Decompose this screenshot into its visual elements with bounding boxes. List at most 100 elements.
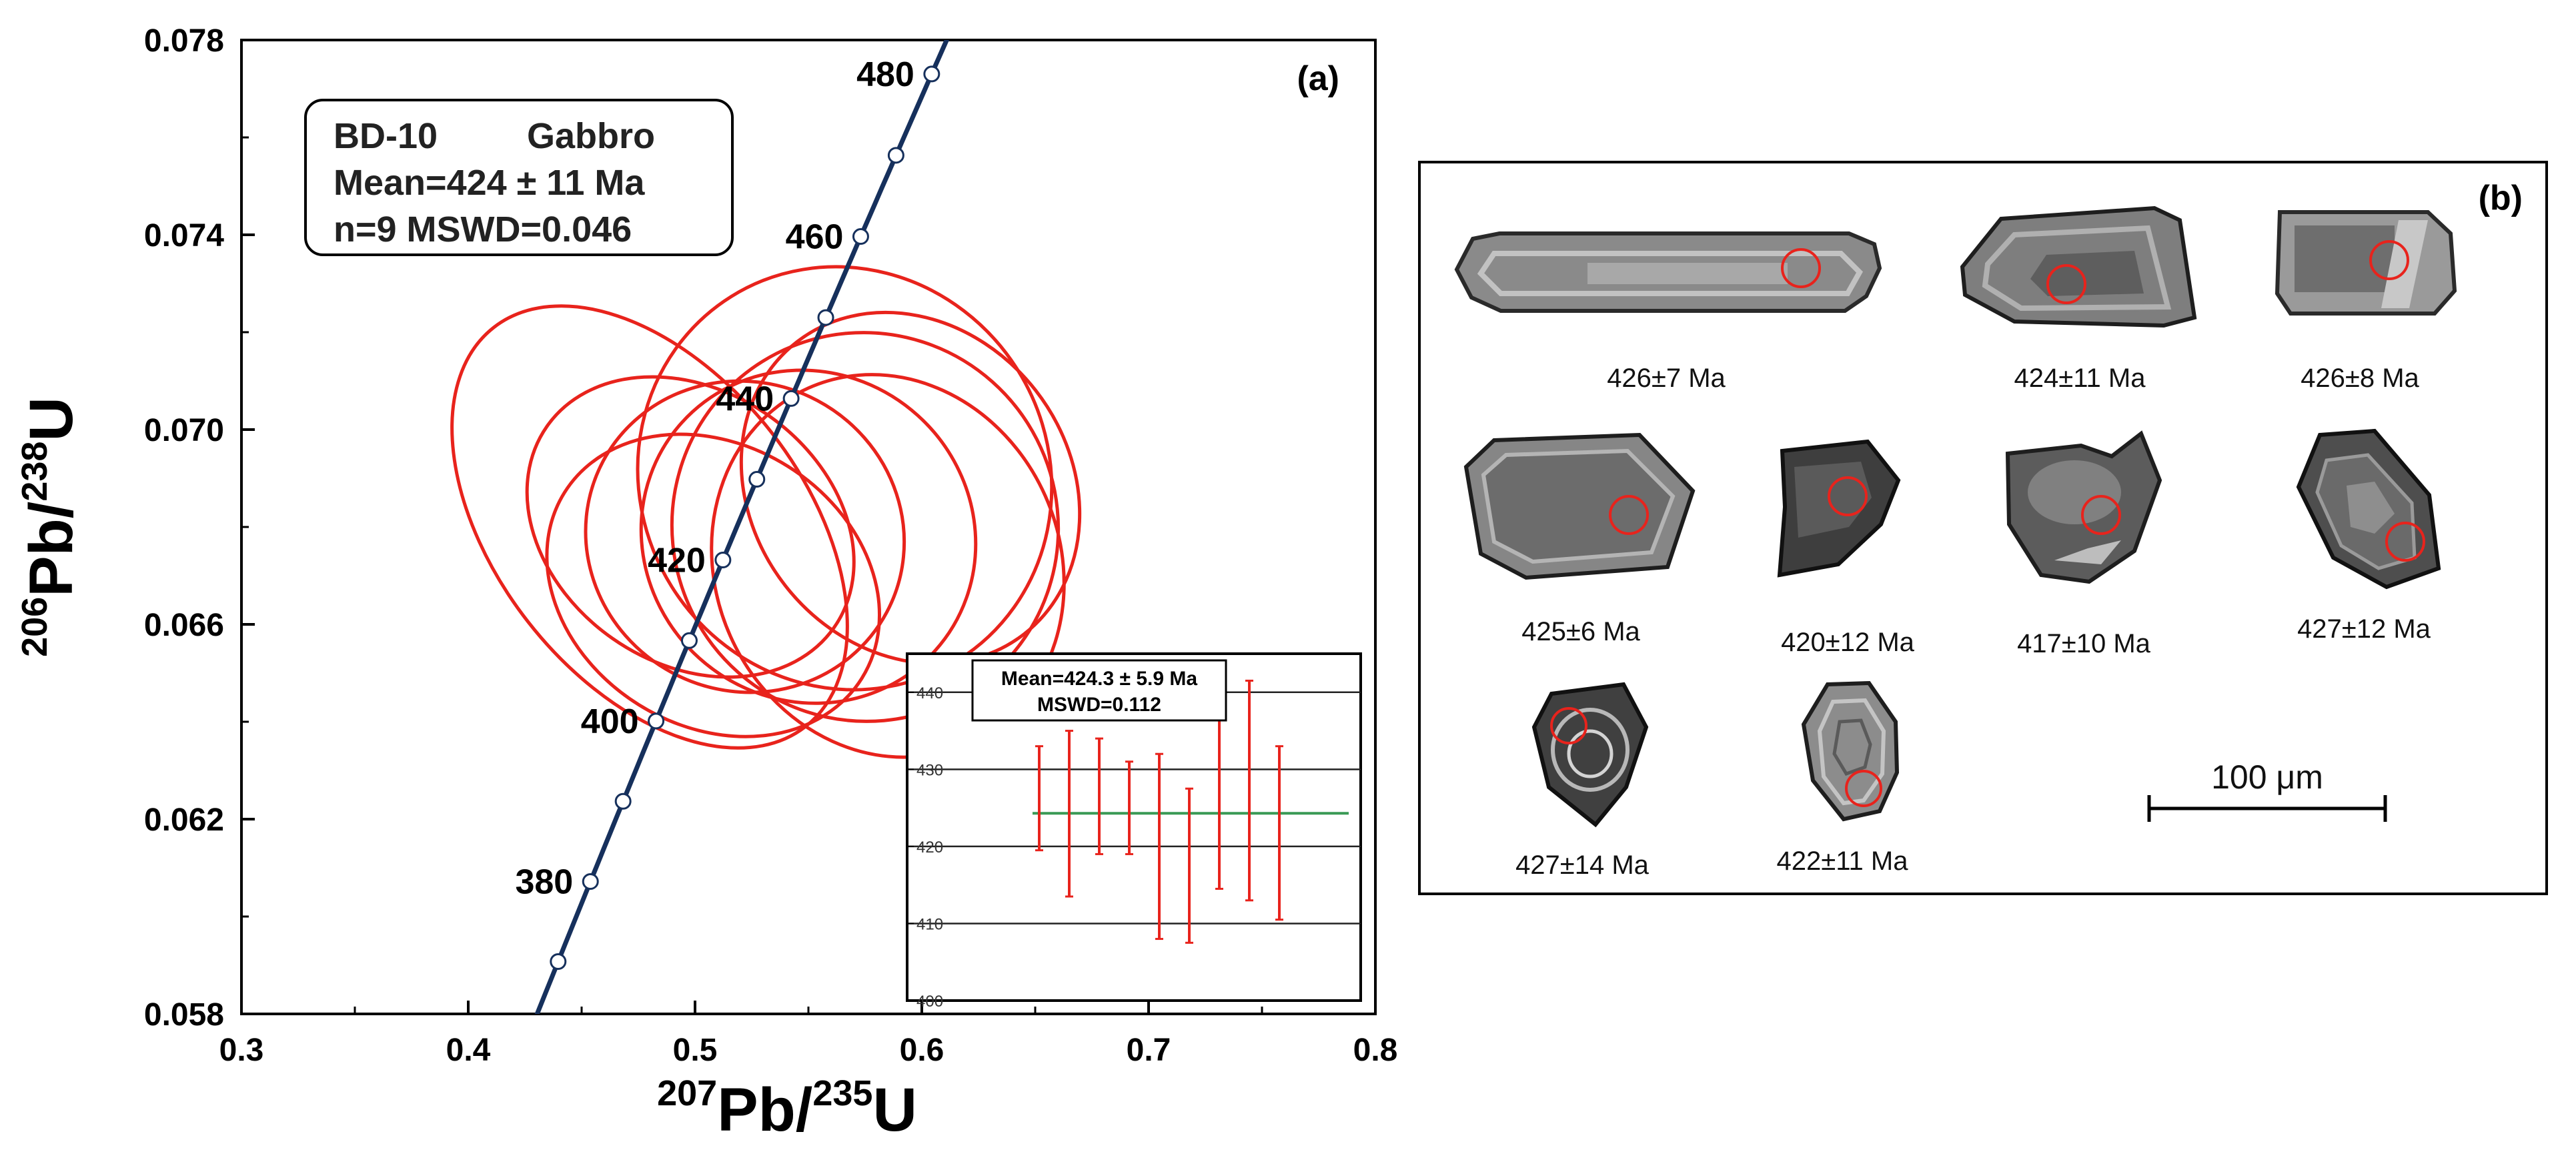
zircon-grain-9: 422±11 Ma — [1777, 680, 1908, 876]
y-tick-label: 0.070 — [144, 413, 224, 448]
inset-y-tick-label: 440 — [916, 684, 943, 702]
zircon-grain-8: 427±14 Ma — [1515, 682, 1650, 880]
grain-1-age: 426±7 Ma — [1607, 364, 1726, 393]
grain-9-zoning-outer — [1817, 698, 1886, 806]
error-ellipse — [639, 368, 978, 705]
sample-id: BD-10 — [334, 116, 438, 156]
zircon-grain-5: 420±12 Ma — [1777, 439, 1915, 657]
y-tick-label: 0.078 — [144, 23, 224, 59]
concordia-marker — [714, 552, 732, 569]
concordia-marker — [887, 147, 904, 164]
concordia-age-label: 460 — [786, 218, 844, 257]
concordia-age-label: 400 — [581, 702, 639, 741]
y-tick-label: 0.062 — [144, 802, 224, 838]
concordia-marker — [582, 873, 599, 890]
concordia-age-label: 480 — [856, 55, 914, 94]
grain-6-age: 417±10 Ma — [2017, 629, 2151, 658]
grain-6-band — [2054, 540, 2121, 564]
rock-type: Gabbro — [527, 116, 655, 156]
grain-3-age: 426±8 Ma — [2301, 364, 2419, 393]
grain-3-core — [2295, 225, 2395, 292]
inset-mean: Mean=424.3 ± 5.9 Ma — [1001, 668, 1197, 690]
grain-4-age: 425±6 Ma — [1521, 617, 1640, 646]
grain-1-spot — [1781, 248, 1821, 288]
error-ellipse — [545, 432, 881, 738]
grain-7-age: 427±12 Ma — [2297, 614, 2431, 644]
grain-4-spot — [1609, 495, 1649, 535]
grain-8-ring-inner — [1567, 729, 1614, 778]
concordia-age-label: 420 — [648, 542, 706, 580]
inset-y-tick-label: 420 — [916, 838, 943, 856]
y-tick-label: 0.074 — [144, 218, 224, 253]
sample-info-frame — [304, 99, 734, 256]
scale-bar: 100 μm — [2147, 758, 2387, 822]
x-axis-title-sup2: 235 — [812, 1073, 872, 1113]
error-ellipse — [584, 379, 906, 694]
concordia-marker — [923, 65, 940, 83]
grain-8-age: 427±14 Ma — [1515, 850, 1650, 880]
grain-5-spot — [1828, 476, 1868, 516]
grain-8-shape — [1531, 682, 1649, 828]
grain-5-age: 420±12 Ma — [1781, 628, 1915, 657]
y-axis: 0.058 0.062 0.066 0.070 0.074 0.078 — [144, 23, 255, 1033]
y-tick-label: 0.058 — [144, 997, 224, 1033]
concordia-age-labels: 380 400 420 440 460 480 — [515, 55, 914, 902]
grain-8-ring-outer — [1551, 708, 1630, 792]
inset-y-tick-label: 410 — [916, 915, 943, 933]
mean-age: Mean=424 ± 11 Ma — [334, 163, 645, 203]
grain-2-age: 424±11 Ma — [2014, 364, 2146, 393]
x-tick-label: 0.4 — [446, 1033, 491, 1068]
error-ellipse — [739, 310, 1082, 666]
zircon-grain-7: 427±12 Ma — [2296, 428, 2441, 644]
y-axis-title: 206Pb/238U — [15, 397, 85, 657]
zircon-grain-4: 425±6 Ma — [1463, 432, 1696, 646]
grain-8-spot — [1550, 707, 1587, 744]
concordia-marker — [748, 471, 766, 488]
zircon-grain-6: 417±10 Ma — [2005, 430, 2162, 658]
y-axis-title-base1: Pb/ — [17, 502, 85, 597]
panel-a-label: (a) — [1297, 59, 1339, 98]
grain-5-zoning — [1794, 462, 1872, 538]
concordia-marker — [680, 632, 698, 649]
y-axis-title-sup1: 206 — [15, 597, 55, 657]
x-axis-title-sup1: 207 — [657, 1073, 717, 1113]
n-and-mswd: n=9 MSWD=0.046 — [334, 209, 632, 249]
grain-1-zoning — [1477, 251, 1863, 296]
grain-7-core — [2347, 482, 2395, 534]
grain-3-spot — [2369, 240, 2409, 280]
inset-y-tick-label: 400 — [916, 993, 943, 1011]
concordia-age-markers — [550, 65, 940, 970]
y-axis-title-sup2: 238 — [15, 442, 55, 502]
grain-2-core — [2030, 251, 2144, 296]
grain-2-spot — [2046, 264, 2086, 304]
grain-6-spot — [2081, 495, 2121, 535]
x-axis-title-base1: Pb/ — [717, 1076, 812, 1144]
concordia-marker — [782, 390, 800, 407]
zircon-grain-3: 426±8 Ma — [2275, 210, 2457, 393]
concordia-marker — [614, 792, 632, 810]
grain-7-spot — [2385, 522, 2425, 562]
concordia-age-label: 380 — [515, 862, 573, 901]
grain-2-zoning — [1982, 225, 2172, 312]
inset-label-box — [971, 659, 1227, 722]
grain-1-core — [1587, 263, 1788, 284]
grain-9-zoning-inner — [1832, 718, 1872, 776]
concordia-panel: 0.3 0.4 0.5 0.6 0.7 0.8 0.0580.0620.0660.0700… — [15, 23, 1397, 1144]
zircon-cl-panel: (b) 426±7 Ma 424±11 Ma 426±8 Ma — [1418, 161, 2548, 895]
concordia-marker — [550, 953, 567, 970]
y-tick-label: 0.066 — [144, 608, 224, 643]
x-tick-label: 0.7 — [1127, 1033, 1171, 1068]
weighted-mean-inset: 400 410 420 430 440 Mean=424.3 ± 5.9 Ma MSWD… — [906, 652, 1362, 1011]
concordia-age-label: 440 — [716, 380, 774, 418]
grain-3-band — [2381, 220, 2428, 308]
x-axis-title-base2: U — [872, 1076, 916, 1144]
x-tick-label: 0.5 — [673, 1033, 718, 1068]
concordia-marker — [852, 228, 869, 245]
concordia-marker — [648, 712, 665, 730]
x-axis: 0.3 0.4 0.5 0.6 0.7 0.8 — [219, 1001, 1397, 1068]
panel-b-label: (b) — [2479, 179, 2523, 217]
grain-6-core — [2028, 460, 2121, 524]
zircon-grain-2: 424±11 Ma — [1960, 205, 2197, 393]
x-axis-title: 207Pb/235U — [657, 1073, 917, 1144]
